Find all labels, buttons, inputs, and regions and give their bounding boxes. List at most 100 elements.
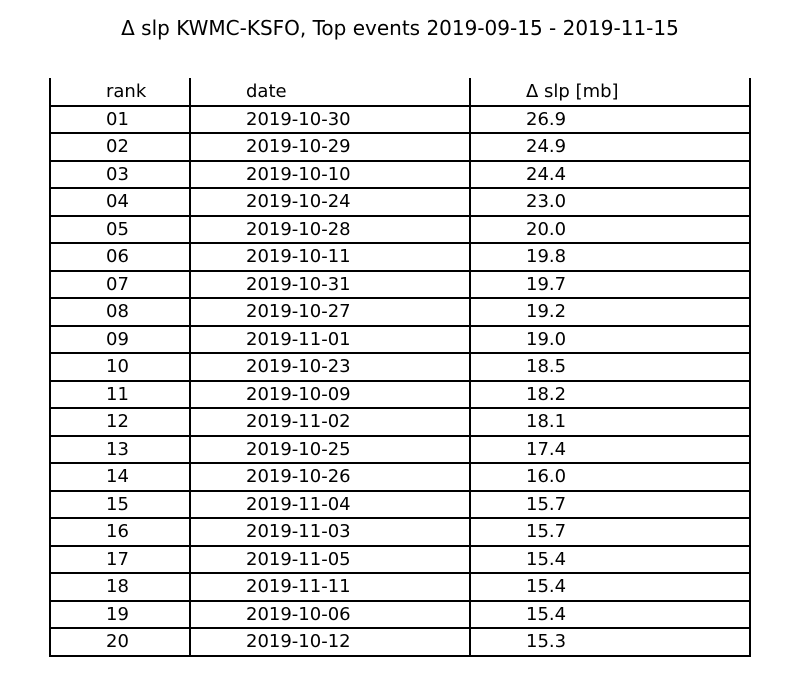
- table-bottom-border: [49, 654, 751, 657]
- table-row: 18 2019-11-11 15.4: [50, 573, 750, 601]
- rank-cell: 20: [106, 631, 129, 652]
- table-row: 17 2019-11-05 15.4: [50, 546, 750, 574]
- delta-slp-cell: 19.8: [526, 246, 567, 267]
- delta-slp-cell: 15.7: [526, 493, 567, 515]
- row-divider: [49, 489, 751, 492]
- chart-title: Δ slp KWMC-KSFO, Top events 2019-09-15 -…: [121, 16, 679, 40]
- date-cell: 2019-11-11: [246, 576, 351, 597]
- rank-cell: 13: [106, 438, 129, 460]
- rank-cell: 14: [106, 466, 129, 487]
- delta-slp-cell: 18.5: [526, 356, 567, 377]
- column-divider-date-dslp: [469, 78, 471, 656]
- table-row: 01 2019-10-30 26.9: [50, 106, 750, 134]
- date-cell: 2019-10-06: [246, 603, 351, 625]
- rank-cell: 07: [106, 273, 129, 295]
- rank-cell: 12: [106, 411, 129, 432]
- delta-slp-cell: 15.4: [526, 548, 567, 570]
- row-divider: [49, 407, 751, 409]
- table-row: 03 2019-10-10 24.4: [50, 161, 750, 189]
- delta-slp-cell: 24.4: [526, 163, 567, 185]
- rank-cell: 11: [106, 383, 129, 405]
- date-cell: 2019-10-09: [246, 383, 351, 405]
- rank-cell: 09: [106, 328, 129, 350]
- rank-cell: 16: [106, 521, 129, 542]
- delta-slp-cell: 17.4: [526, 438, 567, 460]
- date-cell: 2019-11-01: [246, 328, 351, 350]
- row-divider: [49, 572, 751, 574]
- delta-slp-cell: 15.7: [526, 521, 567, 542]
- rank-cell: 02: [106, 136, 129, 157]
- date-cell: 2019-10-11: [246, 246, 351, 267]
- row-divider: [49, 379, 751, 382]
- table-row: 13 2019-10-25 17.4: [50, 436, 750, 464]
- row-divider: [49, 324, 751, 327]
- delta-slp-cell: 16.0: [526, 466, 567, 487]
- rank-cell: 04: [106, 191, 129, 212]
- row-divider: [49, 599, 751, 602]
- row-divider: [49, 159, 751, 162]
- row-divider: [49, 544, 751, 547]
- column-header-delta-slp: Δ slp [mb]: [526, 81, 619, 102]
- delta-slp-cell: 18.2: [526, 383, 567, 405]
- row-divider: [49, 187, 751, 189]
- delta-slp-cell: 15.4: [526, 576, 567, 597]
- table-row: 02 2019-10-29 24.9: [50, 133, 750, 161]
- row-divider: [49, 627, 751, 629]
- rank-cell: 03: [106, 163, 129, 185]
- delta-slp-cell: 26.9: [526, 108, 567, 130]
- date-cell: 2019-10-30: [246, 108, 351, 130]
- rank-cell: 19: [106, 603, 129, 625]
- table-row: 08 2019-10-27 19.2: [50, 298, 750, 326]
- table-left-border: [49, 78, 51, 656]
- date-cell: 2019-10-23: [246, 356, 351, 377]
- delta-slp-cell: 19.7: [526, 273, 567, 295]
- rank-cell: 17: [106, 548, 129, 570]
- date-cell: 2019-11-05: [246, 548, 351, 570]
- row-divider: [49, 297, 751, 299]
- date-cell: 2019-10-28: [246, 218, 351, 240]
- table-row: 10 2019-10-23 18.5: [50, 353, 750, 381]
- row-divider: [49, 104, 751, 107]
- table-row: 07 2019-10-31 19.7: [50, 271, 750, 299]
- rank-cell: 06: [106, 246, 129, 267]
- table-row: 16 2019-11-03 15.7: [50, 518, 750, 546]
- date-cell: 2019-11-04: [246, 493, 351, 515]
- column-header-date: date: [246, 81, 287, 102]
- date-cell: 2019-10-31: [246, 273, 351, 295]
- delta-slp-cell: 23.0: [526, 191, 567, 212]
- table-row: 05 2019-10-28 20.0: [50, 216, 750, 244]
- table-row: 04 2019-10-24 23.0: [50, 188, 750, 216]
- row-divider: [49, 132, 751, 134]
- table-row: 09 2019-11-01 19.0: [50, 326, 750, 354]
- row-divider: [49, 434, 751, 437]
- row-divider: [49, 269, 751, 272]
- date-cell: 2019-10-29: [246, 136, 351, 157]
- table-row: 11 2019-10-09 18.2: [50, 381, 750, 409]
- table-header-row: rank date Δ slp [mb]: [50, 78, 750, 106]
- table-row: 15 2019-11-04 15.7: [50, 491, 750, 519]
- row-divider: [49, 242, 751, 244]
- date-cell: 2019-10-12: [246, 631, 351, 652]
- delta-slp-cell: 18.1: [526, 411, 567, 432]
- date-cell: 2019-10-26: [246, 466, 351, 487]
- table-right-border: [749, 78, 751, 656]
- row-divider: [49, 517, 751, 519]
- row-divider: [49, 462, 751, 464]
- table-row: 06 2019-10-11 19.8: [50, 243, 750, 271]
- delta-slp-cell: 24.9: [526, 136, 567, 157]
- date-cell: 2019-11-03: [246, 521, 351, 542]
- delta-slp-cell: 20.0: [526, 218, 567, 240]
- delta-slp-cell: 15.3: [526, 631, 567, 652]
- delta-slp-cell: 19.0: [526, 328, 567, 350]
- table-row: 19 2019-10-06 15.4: [50, 601, 750, 629]
- date-cell: 2019-10-10: [246, 163, 351, 185]
- column-divider-rank-date: [189, 78, 191, 656]
- row-divider: [49, 352, 751, 354]
- date-cell: 2019-10-24: [246, 191, 351, 212]
- delta-slp-cell: 15.4: [526, 603, 567, 625]
- row-divider: [49, 214, 751, 217]
- delta-slp-cell: 19.2: [526, 301, 567, 322]
- date-cell: 2019-10-25: [246, 438, 351, 460]
- date-cell: 2019-11-02: [246, 411, 351, 432]
- date-cell: 2019-10-27: [246, 301, 351, 322]
